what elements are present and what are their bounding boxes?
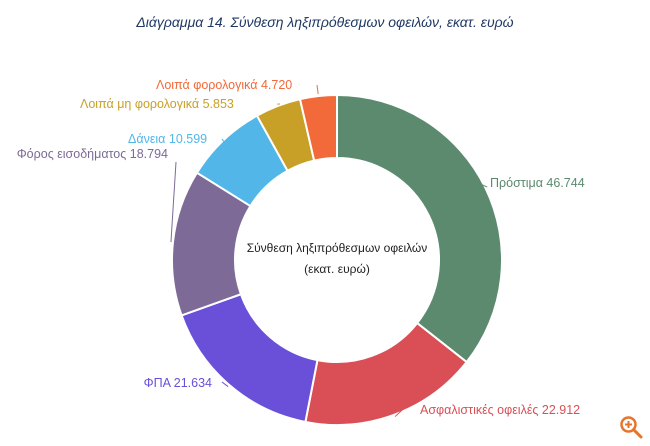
page-title: Διάγραμμα 14. Σύνθεση ληξιπρόθεσμων οφει… [136,14,514,30]
leader-line-1 [394,397,416,417]
data-label-4: Δάνεια 10.599 [128,132,207,146]
center-label-unit: (εκατ. ευρώ) [304,262,370,276]
leader-line-0 [477,182,488,188]
data-label-6: Λοιπά φορολογικά 4.720 [156,78,292,92]
data-label-1: Ασφαλιστικές οφειλές 22.912 [420,403,580,417]
pie-slice-2 [180,292,319,424]
zoom-button[interactable] [618,414,644,440]
zoom-in-icon [620,416,643,439]
leader-line-4 [221,138,229,148]
pie-slice-0 [336,93,503,364]
leader-line-6 [316,84,319,95]
center-label-title: Σύνθεση ληξιπρόθεσμων οφειλών [247,241,428,255]
data-label-3: Φόρος εισοδήματος 18.794 [17,147,168,161]
leader-line-2 [221,381,229,387]
data-label-2: ΦΠΑ 21.634 [144,376,212,390]
leader-line-3 [170,161,177,243]
data-label-5: Λοιπά μη φορολογικά 5.853 [80,97,234,111]
pie-slice-6 [298,93,338,162]
data-label-0: Πρόστιμα 46.744 [490,176,585,190]
